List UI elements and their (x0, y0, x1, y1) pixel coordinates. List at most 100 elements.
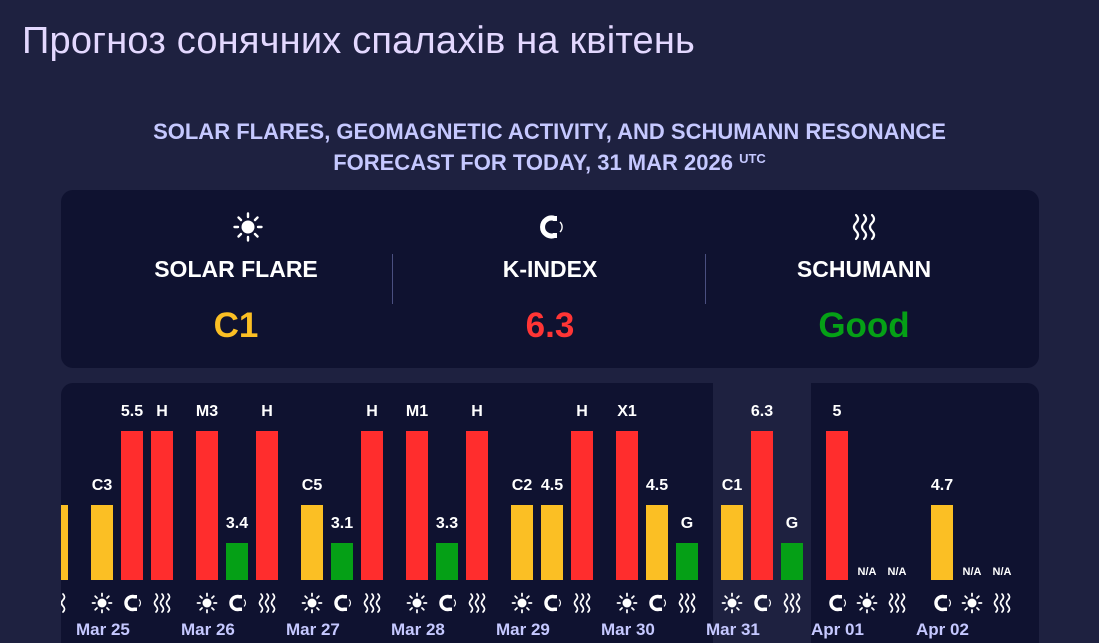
waves-icon (466, 592, 488, 614)
sun-icon (856, 592, 878, 614)
sun-icon (91, 592, 113, 614)
day-label: Mar 26 (181, 620, 235, 639)
bar-value-label: N/A (887, 566, 907, 578)
forecast-subtitle: SOLAR FLARES, GEOMAGNETIC ACTIVITY, AND … (0, 116, 1099, 178)
bar-schumann[interactable] (571, 431, 593, 580)
summary-schumann: SCHUMANN Good (701, 190, 1027, 368)
bar-schumann[interactable] (466, 431, 488, 580)
magnet-icon (121, 592, 143, 614)
sun-icon (616, 592, 638, 614)
bar-k-index[interactable] (826, 431, 848, 580)
bar-k-index[interactable] (226, 543, 248, 580)
bar-solar-flare[interactable] (616, 431, 638, 580)
sun-icon (406, 592, 428, 614)
bar-value-label: M3 (195, 403, 219, 420)
k-index-value: 6.3 (525, 306, 575, 345)
magnet-icon (436, 592, 458, 614)
day-label: Mar 28 (391, 620, 445, 639)
magnet-icon (751, 592, 773, 614)
subtitle-line-2: FORECAST FOR TODAY, 31 MAR 2026 UTC (0, 147, 1099, 178)
waves-icon (61, 592, 68, 614)
bar-value-label: N/A (857, 566, 877, 578)
sun-icon (73, 212, 399, 242)
bar-schumann[interactable] (61, 505, 68, 580)
waves-icon (571, 592, 593, 614)
schumann-value: Good (818, 306, 910, 345)
waves-icon (256, 592, 278, 614)
waves-icon (781, 592, 803, 614)
bar-value-label: 5 (832, 403, 842, 420)
sun-icon (301, 592, 323, 614)
subtitle-line-1: SOLAR FLARES, GEOMAGNETIC ACTIVITY, AND … (153, 119, 946, 144)
bar-k-index[interactable] (541, 505, 563, 580)
magnet-icon (826, 592, 848, 614)
bar-k-index[interactable] (751, 431, 773, 580)
schumann-label: SCHUMANN (796, 256, 932, 282)
bar-value-label: N/A (962, 566, 982, 578)
divider (705, 254, 706, 304)
bar-value-label: 3.1 (330, 515, 354, 532)
sun-icon (961, 592, 983, 614)
bar-value-label: H (576, 403, 588, 420)
bar-value-label: 3.4 (225, 515, 249, 532)
bar-value-label: 6.3 (750, 403, 774, 420)
summary-k-index: K-INDEX 6.3 (387, 190, 713, 368)
summary-panel: SOLAR FLARE C1 K-INDEX 6.3 SCHU (61, 190, 1039, 368)
utc-label: UTC (739, 151, 766, 166)
solar-flare-label: SOLAR FLARE (154, 256, 318, 282)
bar-value-label: C1 (721, 477, 743, 494)
waves-icon (151, 592, 173, 614)
bar-k-index[interactable] (931, 505, 953, 580)
waves-icon (676, 592, 698, 614)
sun-icon (196, 592, 218, 614)
day-label: Mar 25 (76, 620, 130, 639)
bar-solar-flare[interactable] (196, 431, 218, 580)
day-label: Mar 30 (601, 620, 655, 639)
bar-schumann[interactable] (781, 543, 803, 580)
sun-icon (511, 592, 533, 614)
bar-value-label: M1 (405, 403, 429, 420)
bar-k-index[interactable] (331, 543, 353, 580)
bar-value-label: H (156, 403, 168, 420)
forecast-chart[interactable]: I C3 5.5 H Mar 25 M3 3.4 H Mar 26 C5 3.1 H Mar 27 M1 3… (61, 383, 1039, 643)
waves-icon (886, 592, 908, 614)
magnet-icon (931, 592, 953, 614)
magnet-icon (541, 592, 563, 614)
day-label: Mar 31 (706, 620, 760, 639)
bar-k-index[interactable] (436, 543, 458, 580)
day-label: Apr 02 (916, 620, 969, 639)
day-label: Apr 01 (811, 620, 864, 639)
bar-k-index[interactable] (646, 505, 668, 580)
bar-value-label: H (366, 403, 378, 420)
bar-solar-flare[interactable] (301, 505, 323, 580)
bar-value-label: 5.5 (120, 403, 144, 420)
bar-solar-flare[interactable] (511, 505, 533, 580)
bar-value-label: G (785, 515, 799, 532)
bar-schumann[interactable] (151, 431, 173, 580)
bar-value-label: 3.3 (435, 515, 459, 532)
bar-value-label: X1 (617, 403, 637, 420)
day-label: Mar 29 (496, 620, 550, 639)
bar-k-index[interactable] (121, 431, 143, 580)
bar-solar-flare[interactable] (721, 505, 743, 580)
bar-value-label: 4.7 (930, 477, 954, 494)
k-index-label: K-INDEX (502, 256, 598, 282)
waves-icon (701, 212, 1027, 242)
bar-value-label: H (471, 403, 483, 420)
sun-icon (721, 592, 743, 614)
bar-solar-flare[interactable] (91, 505, 113, 580)
bar-value-label: 4.5 (645, 477, 669, 494)
bar-schumann[interactable] (361, 431, 383, 580)
bar-value-label: C3 (91, 477, 113, 494)
bar-schumann[interactable] (676, 543, 698, 580)
bar-value-label: C2 (511, 477, 533, 494)
bar-value-label: 4.5 (540, 477, 564, 494)
summary-solar-flare: SOLAR FLARE C1 (73, 190, 399, 368)
bar-value-label: N/A (992, 566, 1012, 578)
bar-schumann[interactable] (256, 431, 278, 580)
waves-icon (361, 592, 383, 614)
page-title: Прогноз сонячних спалахів на квітень (22, 20, 696, 62)
magnet-icon (387, 212, 713, 242)
bar-solar-flare[interactable] (406, 431, 428, 580)
bar-value-label: I (61, 477, 77, 495)
